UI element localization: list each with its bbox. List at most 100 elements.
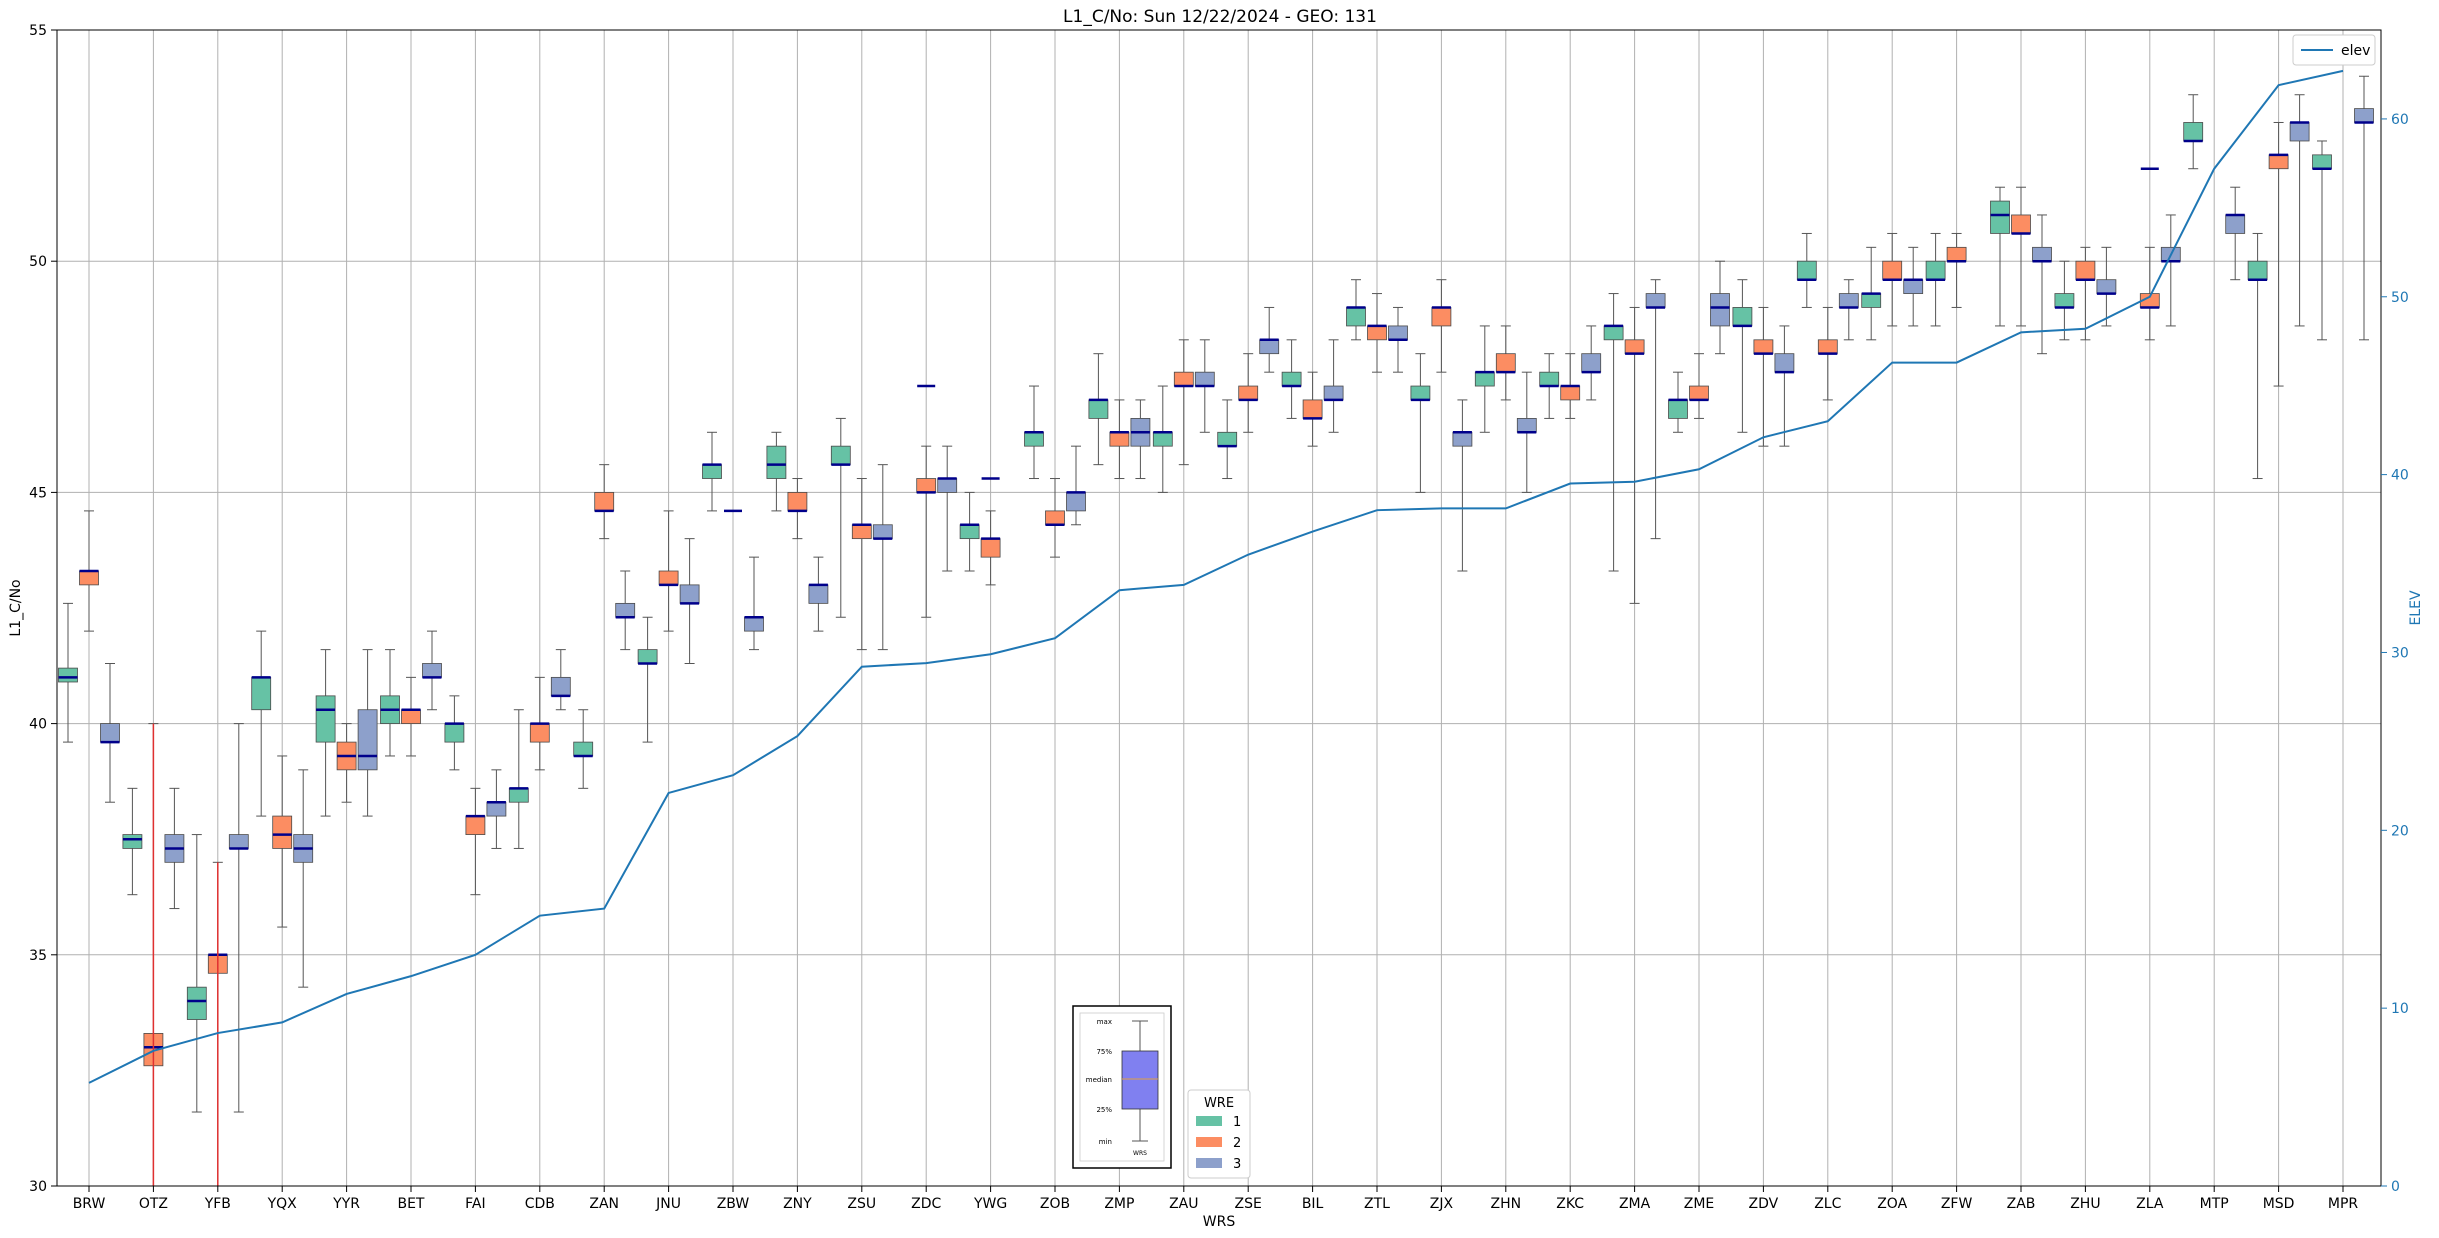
box-YQX-wre-1 bbox=[251, 630, 272, 817]
box-ZNY-wre-3 bbox=[808, 556, 829, 632]
key-label-q1: 25% bbox=[1096, 1106, 1112, 1114]
box-YYR-wre-3 bbox=[357, 649, 378, 817]
box-FAI-wre-1 bbox=[444, 695, 465, 771]
iqr-box bbox=[272, 815, 293, 849]
iqr-box bbox=[2312, 154, 2332, 170]
box-MSD-wre-1 bbox=[2247, 232, 2268, 480]
box-ZME-wre-1 bbox=[1668, 371, 1688, 433]
x-tick-label: ZDC bbox=[911, 1196, 941, 1212]
box-ZKC-wre-2 bbox=[1560, 353, 1581, 419]
iqr-box bbox=[1346, 307, 1366, 327]
y-tick-label: 35 bbox=[29, 948, 47, 964]
box-ZOB-wre-3 bbox=[1066, 445, 1086, 526]
key-caption: WRS bbox=[1133, 1150, 1147, 1157]
key-box bbox=[1121, 1050, 1159, 1110]
box-BET-wre-1 bbox=[380, 649, 400, 757]
plot-frame bbox=[56, 29, 2382, 1187]
box-MSD-wre-3 bbox=[2289, 94, 2310, 327]
iqr-box bbox=[486, 801, 507, 817]
box-ZHN-wre-2 bbox=[1495, 325, 1516, 401]
box-ZSE-wre-1 bbox=[1217, 399, 1238, 480]
wre-legend-label-3: 3 bbox=[1233, 1157, 1241, 1172]
box-ZDC-wre-3 bbox=[937, 445, 958, 572]
box-ZTL-wre-2 bbox=[1367, 293, 1387, 373]
iqr-box bbox=[1495, 353, 1516, 373]
box-ZSU-wre-2 bbox=[851, 478, 872, 651]
box-BET-wre-3 bbox=[422, 630, 442, 711]
x-tick-label: MSD bbox=[2263, 1196, 2295, 1212]
box-ZHU-wre-1 bbox=[2054, 260, 2075, 341]
box-ZAU-wre-2 bbox=[1173, 339, 1194, 466]
box-ZJX-wre-2 bbox=[1431, 279, 1452, 373]
box-ZAN-wre-3 bbox=[615, 570, 636, 651]
box-OTZ-wre-1 bbox=[122, 787, 143, 896]
iqr-box bbox=[1281, 371, 1302, 387]
box-BET-wre-2 bbox=[401, 676, 421, 757]
iqr-box bbox=[1946, 246, 1967, 262]
box-ZTL-wre-3 bbox=[1388, 306, 1408, 373]
iqr-box bbox=[1194, 371, 1215, 387]
iqr-box bbox=[465, 815, 486, 835]
x-tick-label: ZAB bbox=[2007, 1196, 2036, 1212]
box-ZBW-wre-1 bbox=[702, 431, 722, 512]
x-tick-label: ZDV bbox=[1749, 1196, 1779, 1212]
box-ZAU-wre-3 bbox=[1194, 339, 1215, 433]
y2-axis-label: ELEV bbox=[2408, 590, 2424, 625]
iqr-box bbox=[1753, 339, 1774, 355]
x-tick-label: YYR bbox=[332, 1196, 360, 1212]
iqr-box bbox=[744, 616, 764, 632]
iqr-box bbox=[1710, 293, 1730, 327]
box-CDB-wre-3 bbox=[550, 649, 571, 711]
x-tick-label: ZOB bbox=[1040, 1196, 1070, 1212]
iqr-box bbox=[1668, 399, 1688, 419]
iqr-box bbox=[1088, 399, 1109, 419]
box-ZOB-wre-2 bbox=[1045, 478, 1065, 558]
box-ZOA-wre-1 bbox=[1861, 246, 1882, 341]
x-tick-label: OTZ bbox=[139, 1196, 168, 1212]
iqr-box bbox=[1903, 279, 1924, 294]
iqr-box bbox=[1861, 293, 1882, 308]
iqr-box bbox=[1539, 371, 1560, 387]
x-tick-label: ZKC bbox=[1556, 1196, 1584, 1212]
iqr-box bbox=[315, 695, 336, 743]
iqr-box bbox=[79, 570, 99, 586]
box-JNU-wre-1 bbox=[637, 616, 658, 743]
iqr-box bbox=[830, 445, 851, 466]
box-MTP-wre-1 bbox=[2183, 94, 2204, 170]
iqr-box bbox=[615, 602, 636, 618]
box-ZMP-wre-2 bbox=[1109, 399, 1130, 480]
box-ZAN-wre-1 bbox=[573, 709, 594, 789]
y-tick-label: 55 bbox=[29, 23, 47, 39]
box-key-inset: max 75% median 25% min WRS bbox=[1072, 1005, 1172, 1169]
box-MSD-wre-2 bbox=[2268, 121, 2289, 387]
wre-legend-swatch-1 bbox=[1196, 1116, 1222, 1126]
elev-legend-label: elev bbox=[2341, 43, 2370, 59]
y2-tick-label: 10 bbox=[2391, 1001, 2409, 1017]
iqr-box bbox=[1367, 325, 1387, 341]
wre-legend-swatch-2 bbox=[1196, 1137, 1222, 1147]
y-tick-label: 45 bbox=[29, 485, 47, 501]
iqr-box bbox=[787, 491, 808, 512]
iqr-box bbox=[1560, 385, 1581, 401]
box-YFB-wre-3 bbox=[228, 723, 249, 1113]
x-tick-label: ZMP bbox=[1104, 1196, 1134, 1212]
box-ZDV-wre-3 bbox=[1774, 325, 1795, 447]
key-label-q3: 75% bbox=[1096, 1048, 1112, 1056]
box-ZAN-wre-2 bbox=[594, 464, 615, 540]
iqr-box bbox=[808, 584, 829, 604]
iqr-box bbox=[357, 709, 378, 771]
key-label-min: min bbox=[1099, 1138, 1112, 1146]
wre-legend-label-2: 2 bbox=[1233, 1136, 1241, 1151]
box-JNU-wre-3 bbox=[679, 538, 700, 664]
iqr-box bbox=[186, 986, 207, 1020]
x-tick-label: YQX bbox=[267, 1196, 298, 1212]
x-tick-label: ZAN bbox=[589, 1196, 619, 1212]
box-YWG-wre-1 bbox=[959, 491, 980, 572]
elev-legend-box bbox=[2292, 34, 2376, 66]
iqr-box bbox=[679, 584, 700, 604]
box-ZBW-wre-3 bbox=[744, 556, 764, 651]
y2-tick-label: 50 bbox=[2391, 290, 2409, 306]
box-ZSU-wre-3 bbox=[872, 464, 893, 651]
